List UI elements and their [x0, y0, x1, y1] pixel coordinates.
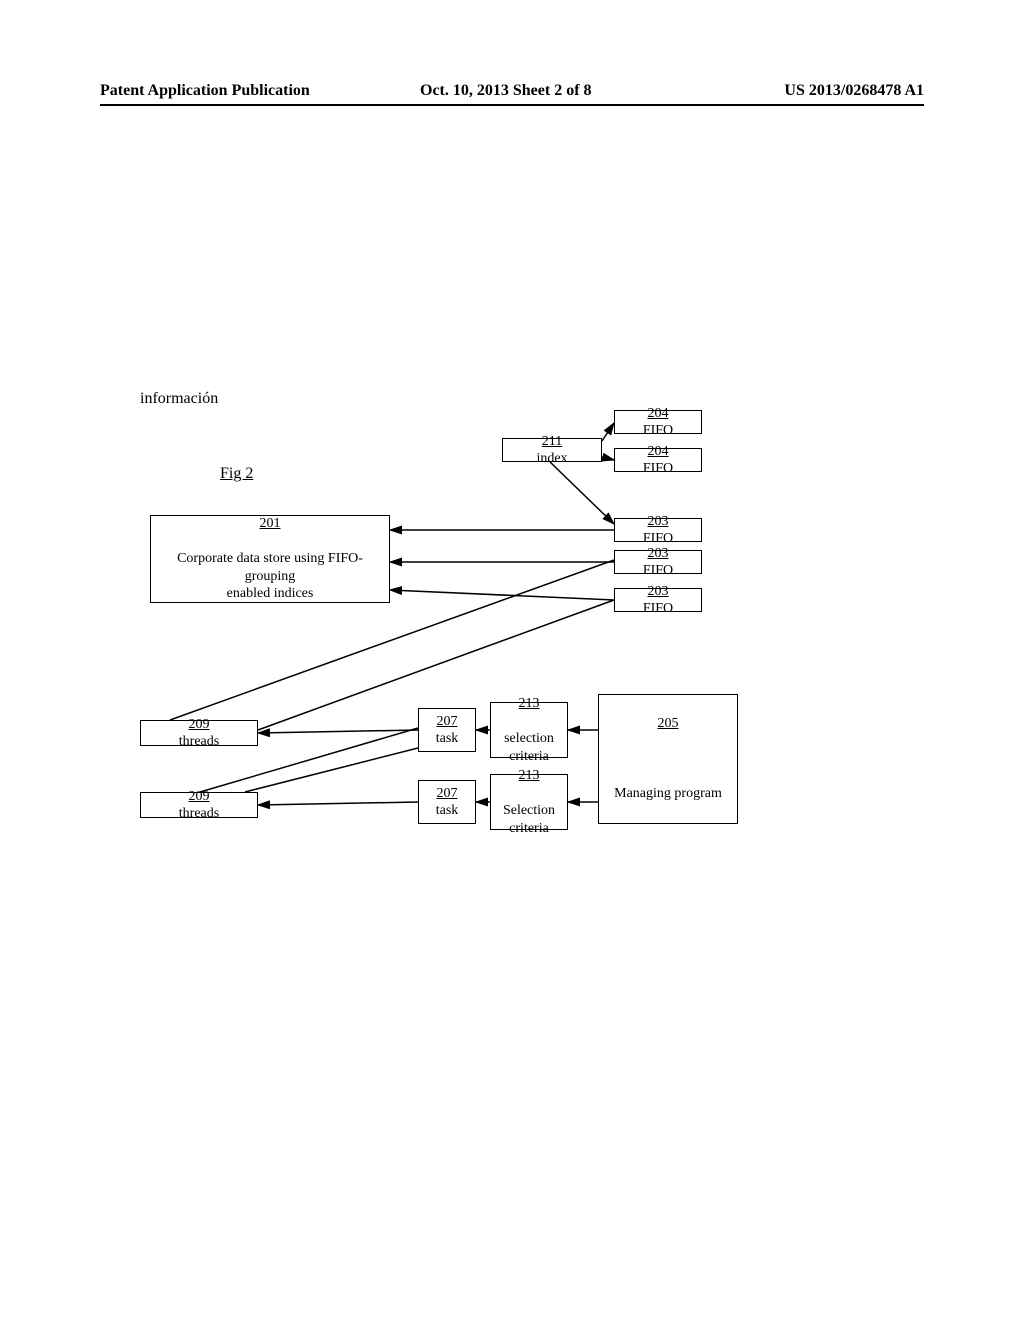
figure-label: Fig 2: [220, 465, 253, 483]
fifo-204b-node: 204 FIFO: [614, 448, 702, 472]
datastore-node: 201Corporate data store using FIFO-group…: [150, 515, 390, 603]
page-header: Patent Application Publication Oct. 10, …: [100, 82, 924, 106]
fifo-203c-node: 203 FIFO: [614, 588, 702, 612]
header-left: Patent Application Publication: [100, 82, 310, 100]
threads-2-node: 209 threads: [140, 792, 258, 818]
index-node: 211 index: [502, 438, 602, 462]
fifo-204a-node: 204 FIFO: [614, 410, 702, 434]
task-1-node: 207 task: [418, 708, 476, 752]
figure-2-diagram: Fig 2 211 index 204 FIFO 204 FIFO 203 FI…: [140, 390, 870, 890]
task-2-node: 207 task: [418, 780, 476, 824]
managing-program-node: 205Managing program: [598, 694, 738, 824]
criteria-2-node: 213Selectioncriteria: [490, 774, 568, 830]
header-right: US 2013/0268478 A1: [784, 82, 924, 100]
threads-1-node: 209 threads: [140, 720, 258, 746]
criteria-1-node: 213selectioncriteria: [490, 702, 568, 758]
fifo-203b-node: 203 FIFO: [614, 550, 702, 574]
header-mid: Oct. 10, 2013 Sheet 2 of 8: [420, 82, 592, 100]
fifo-203a-node: 203 FIFO: [614, 518, 702, 542]
